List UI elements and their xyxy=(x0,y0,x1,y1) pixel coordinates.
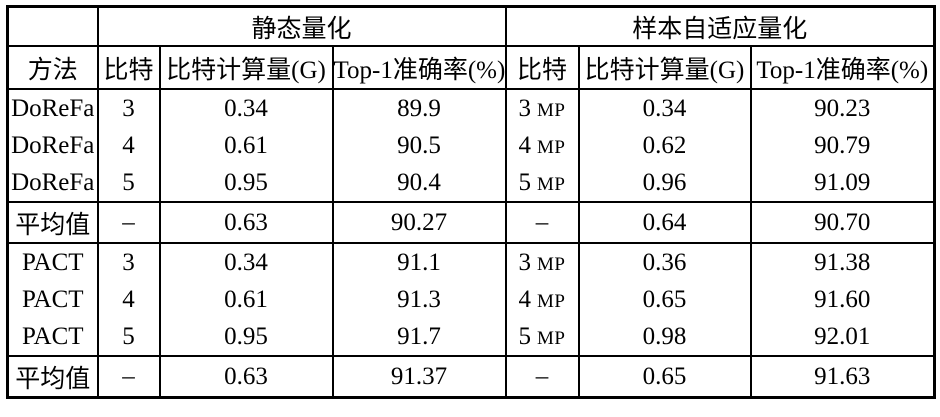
cell-adaptive-bits: 5 MP xyxy=(504,164,579,202)
cell-static-bits: 5 xyxy=(96,318,160,356)
cell-adaptive-top1: 91.60 xyxy=(749,281,935,318)
table-row: DoReFa 4 0.61 90.5 4 MP 0.62 90.79 xyxy=(6,127,935,164)
cell-adaptive-bitops: 0.36 xyxy=(577,242,751,281)
cell-adaptive-top1: 92.01 xyxy=(749,318,935,356)
cell-static-top1: 90.4 xyxy=(331,164,506,202)
cell-adaptive-bits: 3 MP xyxy=(504,88,579,127)
bit-value: 5 xyxy=(518,322,532,350)
static-quantization-group-header: 静态量化 xyxy=(96,6,506,46)
bit-value: 3 xyxy=(518,94,532,122)
cell-method: PACT xyxy=(6,318,98,356)
cell-adaptive-top1: 90.23 xyxy=(749,88,935,127)
average-row: 平均值 – 0.63 90.27 – 0.64 90.70 xyxy=(6,201,935,243)
bit-suffix: MP xyxy=(537,290,566,312)
cell-static-bitops: 0.34 xyxy=(158,242,333,281)
cell-adaptive-bits: 4 MP xyxy=(504,127,579,164)
col-header-adaptive-bitops: 比特计算量(G) xyxy=(577,45,751,89)
table-row: DoReFa 3 0.34 89.9 3 MP 0.34 90.23 xyxy=(6,88,935,127)
col-header-adaptive-bits: 比特 xyxy=(504,45,579,89)
bit-value: 5 xyxy=(518,168,532,196)
table-row: PACT 5 0.95 91.7 5 MP 0.98 92.01 xyxy=(6,318,935,356)
bit-suffix: MP xyxy=(537,99,566,121)
cell-method: DoReFa xyxy=(6,88,98,127)
cell-static-bitops: 0.63 xyxy=(158,355,333,398)
table-row: PACT 3 0.34 91.1 3 MP 0.36 91.38 xyxy=(6,242,935,281)
cell-method: 平均值 xyxy=(6,355,98,398)
cell-adaptive-bitops: 0.65 xyxy=(577,355,751,398)
cell-method: DoReFa xyxy=(6,127,98,164)
bit-value: – xyxy=(535,208,549,236)
cell-static-top1: 90.5 xyxy=(331,127,506,164)
cell-static-bitops: 0.63 xyxy=(158,201,333,243)
cell-adaptive-top1: 90.79 xyxy=(749,127,935,164)
cell-adaptive-bitops: 0.65 xyxy=(577,281,751,318)
cell-adaptive-bits: – xyxy=(504,201,579,243)
bit-suffix: MP xyxy=(537,327,566,349)
bit-suffix: MP xyxy=(537,173,566,195)
col-header-static-bitops: 比特计算量(G) xyxy=(158,45,333,89)
bit-value: 3 xyxy=(518,248,532,276)
adaptive-quantization-group-header: 样本自适应量化 xyxy=(504,6,935,46)
cell-static-bitops: 0.61 xyxy=(158,127,333,164)
bit-suffix: MP xyxy=(537,253,566,275)
quantization-results-table: 静态量化 样本自适应量化 方法 比特 比特计算量(G) Top-1准确率(%) … xyxy=(6,5,937,399)
corner-cell xyxy=(6,6,98,46)
cell-static-top1: 91.1 xyxy=(331,242,506,281)
cell-method: PACT xyxy=(6,242,98,281)
cell-adaptive-bits: 5 MP xyxy=(504,318,579,356)
cell-static-top1: 90.27 xyxy=(331,201,506,243)
cell-static-bits: – xyxy=(96,201,160,243)
cell-adaptive-bits: – xyxy=(504,355,579,398)
bit-suffix: MP xyxy=(537,136,566,158)
group-header-row: 静态量化 样本自适应量化 xyxy=(6,6,935,46)
cell-static-bitops: 0.95 xyxy=(158,318,333,356)
cell-adaptive-top1: 90.70 xyxy=(749,201,935,243)
cell-adaptive-bits: 3 MP xyxy=(504,242,579,281)
cell-static-bits: 3 xyxy=(96,242,160,281)
bit-value: – xyxy=(535,362,549,390)
table-row: PACT 4 0.61 91.3 4 MP 0.65 91.60 xyxy=(6,281,935,318)
bit-value: 4 xyxy=(518,131,532,159)
cell-static-bits: 4 xyxy=(96,281,160,318)
col-header-static-top1: Top-1准确率(%) xyxy=(331,45,506,89)
col-header-method: 方法 xyxy=(6,45,98,89)
cell-static-top1: 91.37 xyxy=(331,355,506,398)
average-row: 平均值 – 0.63 91.37 – 0.65 91.63 xyxy=(6,355,935,398)
col-header-adaptive-top1: Top-1准确率(%) xyxy=(749,45,935,89)
cell-adaptive-top1: 91.09 xyxy=(749,164,935,202)
cell-static-bitops: 0.61 xyxy=(158,281,333,318)
cell-static-bits: 4 xyxy=(96,127,160,164)
cell-adaptive-bitops: 0.96 xyxy=(577,164,751,202)
cell-static-bits: 3 xyxy=(96,88,160,127)
cell-adaptive-bitops: 0.98 xyxy=(577,318,751,356)
cell-static-top1: 91.7 xyxy=(331,318,506,356)
cell-static-bitops: 0.95 xyxy=(158,164,333,202)
cell-static-top1: 91.3 xyxy=(331,281,506,318)
cell-adaptive-bits: 4 MP xyxy=(504,281,579,318)
column-header-row: 方法 比特 比特计算量(G) Top-1准确率(%) 比特 比特计算量(G) T… xyxy=(6,45,935,89)
cell-adaptive-bitops: 0.34 xyxy=(577,88,751,127)
col-header-static-bits: 比特 xyxy=(96,45,160,89)
cell-method: 平均值 xyxy=(6,201,98,243)
cell-static-bits: – xyxy=(96,355,160,398)
cell-static-bitops: 0.34 xyxy=(158,88,333,127)
cell-method: PACT xyxy=(6,281,98,318)
cell-adaptive-top1: 91.38 xyxy=(749,242,935,281)
cell-static-top1: 89.9 xyxy=(331,88,506,127)
table-row: DoReFa 5 0.95 90.4 5 MP 0.96 91.09 xyxy=(6,164,935,202)
cell-static-bits: 5 xyxy=(96,164,160,202)
bit-value: 4 xyxy=(518,285,532,313)
cell-method: DoReFa xyxy=(6,164,98,202)
cell-adaptive-bitops: 0.62 xyxy=(577,127,751,164)
cell-adaptive-top1: 91.63 xyxy=(749,355,935,398)
cell-adaptive-bitops: 0.64 xyxy=(577,201,751,243)
